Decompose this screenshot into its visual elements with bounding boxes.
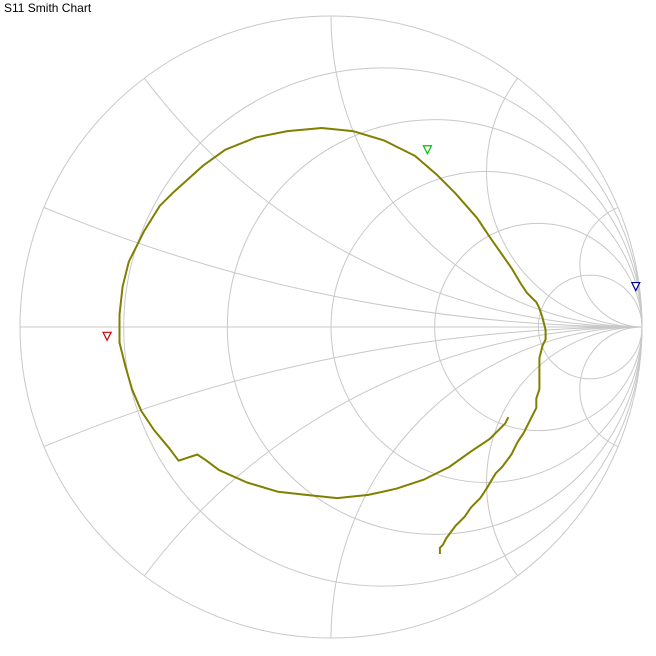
grid-reactance-arc	[486, 16, 642, 328]
grid-reactance-arc	[20, 326, 642, 638]
marker-3-triangle[interactable]	[630, 281, 641, 292]
grid-reactance-arc	[20, 16, 642, 328]
grid-reactance-arc	[20, 16, 642, 328]
marker-layer	[102, 145, 641, 342]
chart-title: S11 Smith Chart	[4, 1, 92, 15]
grid-reactance-arc	[486, 326, 642, 638]
grid-resistance-circle	[537, 274, 643, 380]
marker-1-triangle[interactable]	[102, 331, 113, 342]
trace-layer	[118, 127, 547, 554]
series-trace	[118, 127, 547, 554]
grid-reactance-arc	[579, 326, 642, 452]
marker-2-triangle[interactable]	[422, 145, 433, 156]
grid-reactance-arc	[579, 202, 642, 328]
